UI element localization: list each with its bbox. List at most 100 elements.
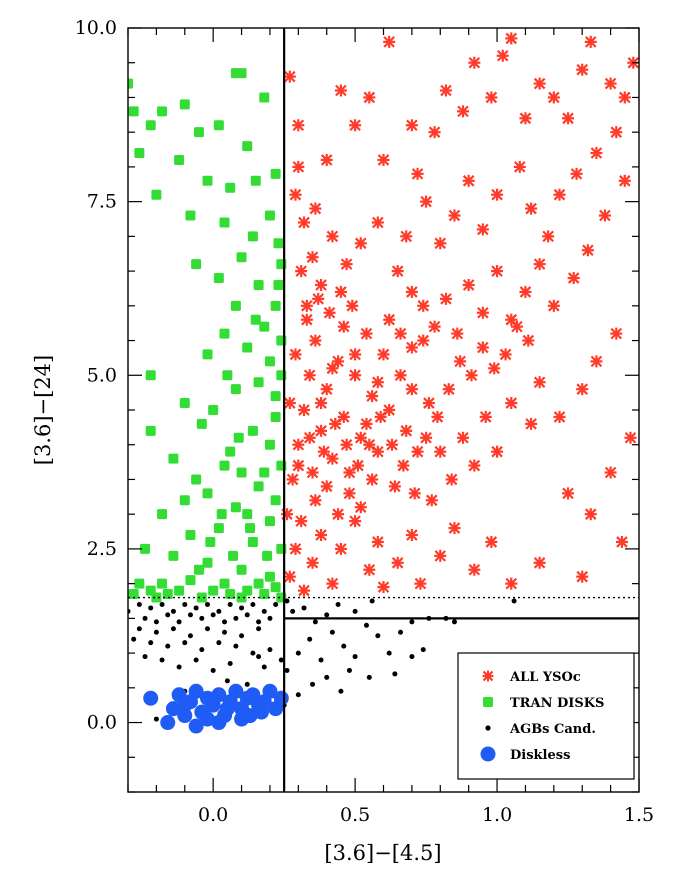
agbs-cand-point [159,657,165,663]
agbs-cand-point [392,671,398,677]
all-ysoc-point [298,404,311,416]
agbs-cand-point [142,654,148,660]
legend-diskless-label: Diskless [510,748,570,763]
all-ysoc-point [292,438,305,451]
all-ysoc-point [400,424,413,437]
all-ysoc-point [363,438,376,451]
all-ysoc-point [420,195,433,208]
all-ysoc-point [590,355,603,368]
tran-disks-point [208,405,219,415]
diskless-point [143,690,159,706]
agbs-cand-point [284,667,290,673]
all-ysoc-point [386,438,399,451]
agbs-cand-point [295,650,301,656]
diskless-point [160,715,176,731]
all-ysoc-point [371,216,384,229]
tran-disks-point [264,439,275,450]
all-ysoc-point [408,487,421,500]
tran-disks-point [219,578,230,589]
tran-disks-point [219,217,230,228]
all-ysoc-point [391,265,404,278]
all-ysoc-point [491,265,504,278]
tran-disks-point [145,425,156,436]
all-ysoc-point [391,556,404,569]
all-ysoc-point [590,147,603,160]
all-ysoc-point [610,126,623,139]
legend-agbs-cand-label: AGBs Cand. [509,722,596,737]
all-ysoc-point [354,237,367,250]
y-tick-label: 5.0 [87,364,117,386]
tran-disks-point [202,557,213,568]
tran-disks-point [273,279,284,290]
agbs-cand-point [153,629,159,635]
all-ysoc-point [400,230,413,243]
tran-disks-point [270,391,281,402]
agbs-cand-point [338,688,344,694]
agbs-cand-point [131,636,137,642]
agbs-cand-point [216,640,222,646]
tran-disks-point [236,252,247,263]
tran-disks-point [128,106,139,117]
all-ysoc-point [326,577,339,590]
all-ysoc-point [397,459,410,472]
agbs-cand-point [341,643,347,649]
all-ysoc-point [332,508,345,521]
agbs-cand-point [267,647,273,653]
tran-disks-point [250,314,261,325]
agbs-cand-point [318,657,324,663]
all-ysoc-point [439,84,452,97]
agbs-cand-point [290,608,296,614]
agbs-cand-point [267,615,273,621]
tran-disks-point [228,550,239,561]
diskless-point [211,715,227,731]
tran-disks-point [145,120,156,131]
tran-disks-point [270,582,281,593]
agbs-cand-point [210,667,216,673]
agbs-cand-point [346,667,352,673]
y-axis-title: [3.6]−[24] [31,355,55,466]
all-ysoc-point [374,410,387,423]
all-ysoc-point [553,410,566,423]
all-ysoc-point [298,216,311,229]
agbs-cand-point [176,619,182,625]
legend-tran-disks-label: TRAN DISKS [510,696,604,711]
all-ysoc-point [476,341,489,354]
all-ysoc-point [476,223,489,236]
all-ysoc-point [366,473,379,486]
all-ysoc-point [366,390,379,403]
all-ysoc-point [349,119,362,132]
all-ysoc-point [394,327,407,340]
all-ysoc-point [519,285,532,298]
tran-disks-point [270,168,281,179]
agbs-cand-point [244,681,250,687]
all-ysoc-point [306,466,319,479]
agbs-cand-point [261,608,267,614]
tran-disks-point [179,99,190,110]
all-ysoc-point [562,487,575,500]
legend-agbs-cand-marker [485,725,491,731]
agbs-cand-point [136,601,142,607]
agbs-cand-point [366,674,372,680]
all-ysoc-point [326,452,339,465]
all-ysoc-point [618,91,631,104]
agbs-cand-point [199,647,205,653]
all-ysoc-point [525,417,538,430]
agbs-cand-point [148,640,154,646]
all-ysoc-point [349,348,362,361]
agbs-cand-point [310,681,316,687]
tran-disks-point [259,589,270,600]
tran-disks-point [219,328,230,339]
all-ysoc-point [343,466,356,479]
all-ysoc-point [334,542,347,555]
agbs-cand-point [199,615,205,621]
legend-tran-disks-marker [483,697,493,707]
tran-disks-point [264,356,275,367]
all-ysoc-point [329,417,342,430]
all-ysoc-point [337,410,350,423]
tran-disks-point [140,543,151,554]
all-ysoc-point [513,160,526,173]
tran-disks-point [236,467,247,478]
all-ysoc-point [422,397,435,410]
tran-disks-point [179,495,190,506]
tran-disks-point [213,273,224,284]
